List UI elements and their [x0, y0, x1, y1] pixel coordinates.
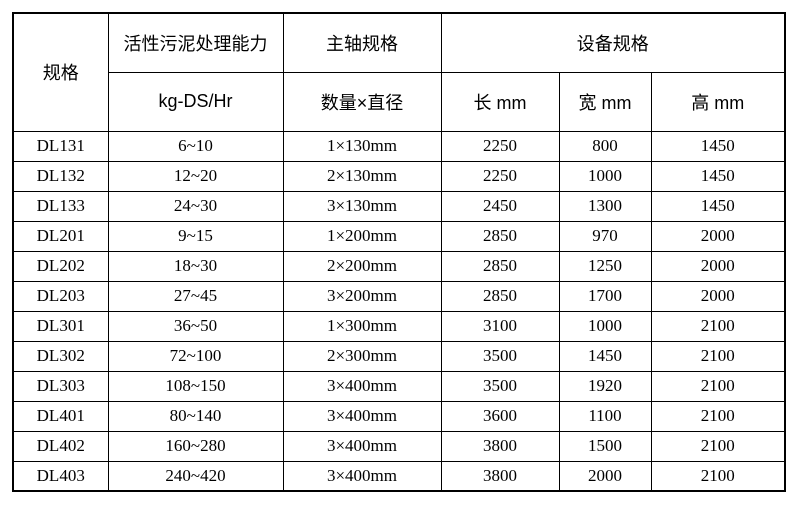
table-row: DL303 108~150 3×400mm 3500 1920 2100 — [12, 370, 786, 402]
cell-height: 1450 — [650, 130, 786, 162]
table-row: DL202 18~30 2×200mm 2850 1250 2000 — [12, 250, 786, 282]
cell-spindle: 2×300mm — [282, 340, 442, 372]
cell-length: 3600 — [440, 400, 560, 432]
cell-height: 2000 — [650, 250, 786, 282]
cell-width: 1300 — [558, 190, 652, 222]
table-row: DL403 240~420 3×400mm 3800 2000 2100 — [12, 460, 786, 492]
cell-width: 1100 — [558, 400, 652, 432]
cell-width: 970 — [558, 220, 652, 252]
cell-width: 1450 — [558, 340, 652, 372]
table-row: DL203 27~45 3×200mm 2850 1700 2000 — [12, 280, 786, 312]
cell-model: DL303 — [12, 370, 109, 402]
table-row: DL131 6~10 1×130mm 2250 800 1450 — [12, 130, 786, 162]
cell-height: 2000 — [650, 280, 786, 312]
cell-height: 1450 — [650, 160, 786, 192]
cell-model: DL203 — [12, 280, 109, 312]
header-cell-spec: 规格 — [12, 12, 109, 132]
header-row-units: kg-DS/Hr 数量×直径 长 mm 宽 mm 高 mm — [13, 71, 786, 132]
cell-height: 1450 — [650, 190, 786, 222]
table-body: DL131 6~10 1×130mm 2250 800 1450 DL132 1… — [12, 130, 786, 492]
cell-spindle: 3×400mm — [282, 400, 442, 432]
cell-spindle: 2×200mm — [282, 250, 442, 282]
cell-length: 3500 — [440, 370, 560, 402]
cell-spindle: 2×130mm — [282, 160, 442, 192]
header-cell-height: 高 mm — [650, 71, 786, 132]
header-cell-capacity-unit: kg-DS/Hr — [107, 71, 284, 132]
cell-capacity: 72~100 — [107, 340, 284, 372]
cell-spindle: 1×300mm — [282, 310, 442, 342]
header-cell-equipment-group: 设备规格 — [440, 12, 786, 73]
cell-length: 2250 — [440, 130, 560, 162]
specification-table: 规格 活性污泥处理能力 主轴规格 设备规格 kg-DS/Hr 数量×直径 长 m… — [12, 12, 787, 492]
cell-width: 800 — [558, 130, 652, 162]
table-row: DL302 72~100 2×300mm 3500 1450 2100 — [12, 340, 786, 372]
cell-length: 3100 — [440, 310, 560, 342]
cell-capacity: 27~45 — [107, 280, 284, 312]
cell-height: 2100 — [650, 460, 786, 492]
cell-width: 1000 — [558, 160, 652, 192]
cell-height: 2100 — [650, 370, 786, 402]
cell-width: 1250 — [558, 250, 652, 282]
header-cell-capacity-group: 活性污泥处理能力 — [107, 12, 284, 73]
cell-model: DL402 — [12, 430, 109, 462]
cell-capacity: 6~10 — [107, 130, 284, 162]
cell-spindle: 1×200mm — [282, 220, 442, 252]
cell-model: DL301 — [12, 310, 109, 342]
header-cell-spindle-group: 主轴规格 — [282, 12, 442, 73]
cell-length: 2850 — [440, 280, 560, 312]
header-cell-spindle-sub: 数量×直径 — [282, 71, 442, 132]
cell-length: 2850 — [440, 250, 560, 282]
cell-width: 1700 — [558, 280, 652, 312]
table-row: DL133 24~30 3×130mm 2450 1300 1450 — [12, 190, 786, 222]
cell-length: 3800 — [440, 430, 560, 462]
cell-spindle: 3×200mm — [282, 280, 442, 312]
cell-spindle: 3×400mm — [282, 430, 442, 462]
cell-height: 2100 — [650, 400, 786, 432]
cell-model: DL202 — [12, 250, 109, 282]
cell-width: 1920 — [558, 370, 652, 402]
header-cell-width: 宽 mm — [558, 71, 652, 132]
cell-spindle: 3×400mm — [282, 460, 442, 492]
cell-model: DL302 — [12, 340, 109, 372]
cell-model: DL201 — [12, 220, 109, 252]
cell-length: 3800 — [440, 460, 560, 492]
cell-capacity: 108~150 — [107, 370, 284, 402]
cell-capacity: 24~30 — [107, 190, 284, 222]
cell-spindle: 3×130mm — [282, 190, 442, 222]
cell-width: 2000 — [558, 460, 652, 492]
cell-length: 3500 — [440, 340, 560, 372]
table-row: DL201 9~15 1×200mm 2850 970 2000 — [12, 220, 786, 252]
cell-capacity: 36~50 — [107, 310, 284, 342]
cell-height: 2100 — [650, 310, 786, 342]
cell-height: 2100 — [650, 340, 786, 372]
table-header: 规格 活性污泥处理能力 主轴规格 设备规格 kg-DS/Hr 数量×直径 长 m… — [12, 12, 786, 132]
cell-model: DL131 — [12, 130, 109, 162]
table-row: DL132 12~20 2×130mm 2250 1000 1450 — [12, 160, 786, 192]
cell-model: DL403 — [12, 460, 109, 492]
cell-capacity: 9~15 — [107, 220, 284, 252]
cell-length: 2450 — [440, 190, 560, 222]
cell-capacity: 160~280 — [107, 430, 284, 462]
cell-spindle: 1×130mm — [282, 130, 442, 162]
cell-length: 2250 — [440, 160, 560, 192]
cell-height: 2100 — [650, 430, 786, 462]
table-row: DL401 80~140 3×400mm 3600 1100 2100 — [12, 400, 786, 432]
table-row: DL402 160~280 3×400mm 3800 1500 2100 — [12, 430, 786, 462]
cell-height: 2000 — [650, 220, 786, 252]
cell-capacity: 18~30 — [107, 250, 284, 282]
cell-model: DL401 — [12, 400, 109, 432]
header-row-groups: 规格 活性污泥处理能力 主轴规格 设备规格 — [12, 12, 786, 132]
table-row: DL301 36~50 1×300mm 3100 1000 2100 — [12, 310, 786, 342]
cell-capacity: 80~140 — [107, 400, 284, 432]
cell-model: DL133 — [12, 190, 109, 222]
cell-model: DL132 — [12, 160, 109, 192]
cell-capacity: 240~420 — [107, 460, 284, 492]
header-cell-length: 长 mm — [440, 71, 560, 132]
cell-width: 1500 — [558, 430, 652, 462]
cell-spindle: 3×400mm — [282, 370, 442, 402]
cell-capacity: 12~20 — [107, 160, 284, 192]
cell-width: 1000 — [558, 310, 652, 342]
cell-length: 2850 — [440, 220, 560, 252]
